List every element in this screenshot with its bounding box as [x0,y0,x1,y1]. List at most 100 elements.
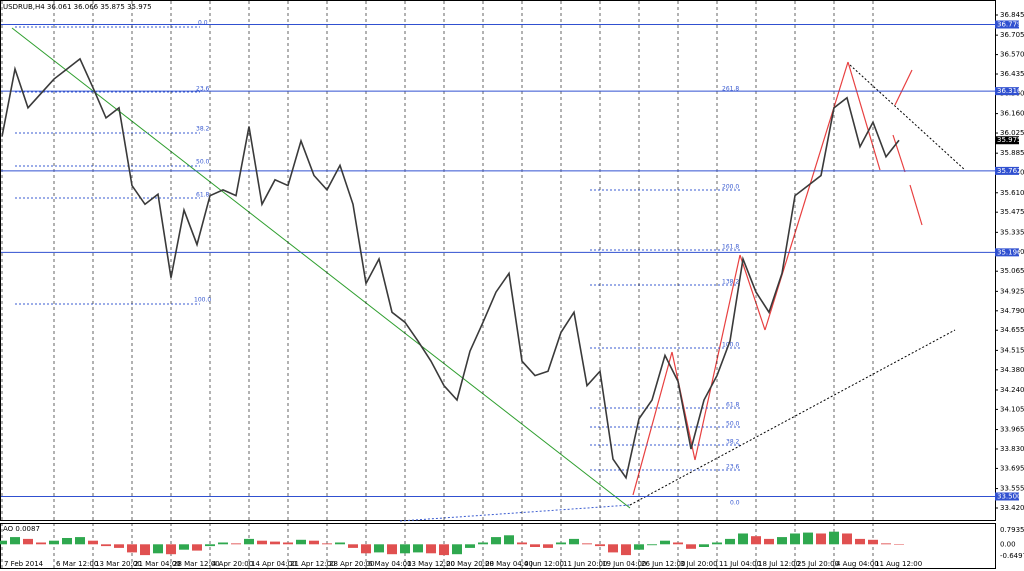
ao-bar [400,544,410,554]
ao-bar [725,538,735,545]
y-tick-label: 34.790 [1000,307,1024,315]
ao-bar [582,543,592,545]
level-label: 36.779 [997,21,1022,29]
y-tick-label: 35.475 [1000,208,1024,216]
ao-bar [192,544,202,551]
level-box [995,20,1019,29]
drawings [11,26,966,522]
x-tick-label: 28 May 04:00 [485,560,533,568]
ao-bar [608,544,618,553]
ao-bar [283,542,293,545]
ao-bar [413,544,423,553]
x-tick-label: 11 Jul 04:00 [719,560,761,568]
ao-bar [101,544,111,547]
fib-labels: 0.0 23.6 38.2 50.0 61.8 100.0 261.8 200.… [194,20,740,507]
y-tick-label: 36.845 [1000,11,1024,19]
y-tick-label: 34.105 [1000,405,1024,413]
y-tick-label: 33.555 [1000,485,1024,493]
y-tick-label: 34.380 [1000,366,1024,374]
level-label: 35.762 [997,167,1022,175]
ao-bar [504,535,514,545]
x-tick-label: 3 Jul 20:00 [680,560,718,568]
ao-bar [465,544,475,548]
fib-label: 38.2 [726,439,740,446]
x-tick-label: 11 Aug 12:00 [875,560,922,568]
level-label: 33.500 [997,492,1022,500]
y-tick-label: 35.335 [1000,228,1024,236]
x-tick-label: 18 Jul 12:00 [758,560,800,568]
fib-label: 38.2 [196,126,210,133]
ao-bar [868,539,878,545]
ao-bar [309,540,319,545]
ao-tick-label: -0.6497 [1000,552,1024,560]
ao-bar [894,544,904,545]
ao-bar [686,544,696,549]
ao-bar [335,542,345,545]
ao-bar [569,538,579,545]
fib-label: 138.2 [722,279,739,286]
ao-bar [855,538,865,545]
fib-label: 61.8 [726,402,740,409]
ao-bar [790,533,800,545]
fib-label: 200.0 [722,184,739,191]
ao-bar [595,544,605,547]
ao-bar [218,542,228,545]
ao-bar [387,544,397,555]
ao-bar [140,544,150,556]
ao-bar [712,542,722,545]
ao-bar [49,540,59,545]
ao-bar [257,540,267,545]
ao-bar [673,542,683,545]
x-tick-label: 14 Apr 04:00 [251,560,297,568]
ao-bar [842,533,852,545]
ao-bar [62,537,72,545]
level-box [995,166,1019,175]
fib-label: 50.0 [726,421,740,428]
ao-bar [36,542,46,545]
price-line [1,57,900,480]
y-tick-label: 35.610 [1000,189,1024,197]
y-tick-label: 33.830 [1000,445,1024,453]
ao-bar [0,540,7,545]
ao-tick-label: 0.7935 [1000,526,1024,534]
ao-bar [699,544,709,547]
ao-bar [179,544,189,550]
ao-bar [491,537,501,545]
y-tick-label: 35.065 [1000,267,1024,275]
ao-bar [75,537,85,545]
level-label: 35.196 [997,248,1022,256]
ao-tick-label: 0.00 [1000,540,1016,548]
trend-line [11,27,631,509]
x-tick-label: 4 Jun 12:00 [524,560,564,568]
ao-bar [556,542,566,545]
fib-label: 50.0 [196,159,210,166]
level-box [995,248,1019,257]
ao-bar [634,544,644,550]
y-tick-label: 36.160 [1000,110,1024,118]
fib-label: 23.6 [726,464,740,471]
y-tick-label: 36.025 [1000,129,1024,137]
x-tick-label: 4 Apr 20:00 [212,560,253,568]
ao-bar [803,532,813,545]
ao-bar [543,544,553,548]
x-tick-label: 25 Jul 20:00 [797,560,839,568]
ao-bar [166,544,176,555]
y-tick-label: 33.420 [1000,504,1024,512]
x-tick-label: 11 Jun 20:00 [563,560,607,568]
fib-label: 261.8 [722,86,739,93]
ao-bar [426,544,436,554]
fib-label: 100.0 [194,297,211,304]
ao-bar [647,544,657,546]
y-tick-label: 34.515 [1000,346,1024,354]
ao-bar [374,544,384,553]
y-tick-label: 34.925 [1000,287,1024,295]
x-tick-label: 7 Feb 2014 [4,560,44,568]
ao-bar [244,538,254,545]
chart-title: USDRUB,H4 36.061 36.066 35.875 35.975 [3,3,152,11]
x-tick-label: 4 Aug 04:00 [836,560,879,568]
price-label: 35.975 [997,136,1022,144]
ao-bar [751,536,761,545]
ao-bar [764,538,774,545]
y-tick-label: 36.435 [1000,70,1024,78]
